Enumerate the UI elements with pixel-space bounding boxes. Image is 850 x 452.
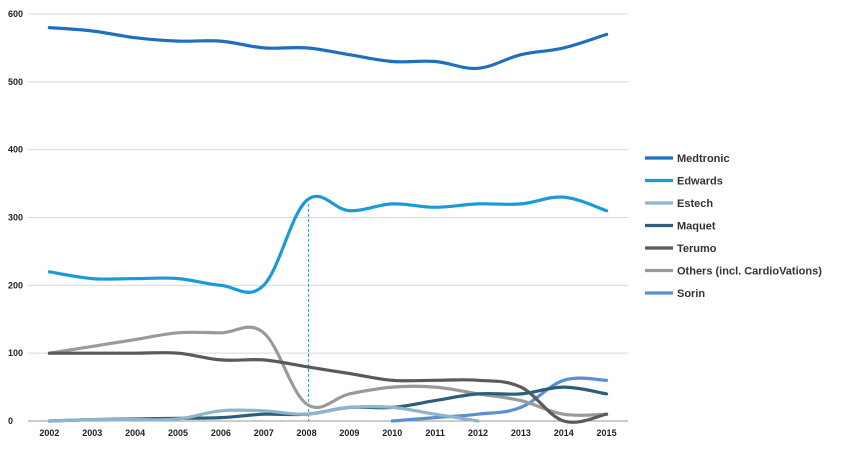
series-lines [47, 26, 609, 424]
y-tick-label: 300 [8, 213, 23, 223]
y-tick-label: 100 [8, 348, 23, 358]
x-tick-label: 2013 [511, 428, 531, 438]
y-axis-ticks: 0 100 200 300 400 500 600 [8, 9, 23, 426]
series-line-estech [47, 404, 480, 423]
series-line-edwards [47, 194, 609, 294]
series-line-others-incl-cardiovations [47, 325, 609, 417]
legend-label-terumo: Terumo [677, 243, 717, 255]
x-tick-label: 2004 [125, 428, 145, 438]
legend: Medtronic Edwards Estech Maquet Terumo Others… [645, 153, 822, 300]
x-tick-label: 2002 [39, 428, 59, 438]
x-tick-label: 2003 [82, 428, 102, 438]
x-tick-label: 2015 [597, 428, 617, 438]
series-line-terumo [47, 351, 609, 424]
x-axis-ticks: 2002 2003 2004 2005 2006 2007 2008 2009 2010 2011… [39, 428, 616, 438]
y-tick-label: 500 [8, 77, 23, 87]
series-line-sorin [390, 376, 609, 423]
legend-label-medtronic: Medtronic [677, 153, 730, 165]
x-tick-label: 2007 [254, 428, 274, 438]
legend-label-edwards: Edwards [677, 176, 723, 188]
x-tick-label: 2009 [339, 428, 359, 438]
y-tick-label: 200 [8, 280, 23, 290]
legend-label-sorin: Sorin [677, 288, 705, 300]
x-tick-label: 2012 [468, 428, 488, 438]
x-tick-label: 2008 [297, 428, 317, 438]
y-tick-label: 0 [8, 416, 13, 426]
x-tick-label: 2011 [425, 428, 445, 438]
legend-label-maquet: Maquet [677, 221, 716, 233]
x-tick-label: 2010 [382, 428, 402, 438]
x-tick-label: 2006 [211, 428, 231, 438]
series-line-medtronic [47, 26, 609, 71]
legend-label-others-incl-cardiovations: Others (incl. CardioVations) [677, 266, 822, 278]
y-tick-label: 400 [8, 145, 23, 155]
legend-label-estech: Estech [677, 198, 713, 210]
gridlines [28, 13, 628, 422]
y-tick-label: 600 [8, 9, 23, 19]
x-tick-label: 2014 [554, 428, 574, 438]
x-tick-label: 2005 [168, 428, 188, 438]
